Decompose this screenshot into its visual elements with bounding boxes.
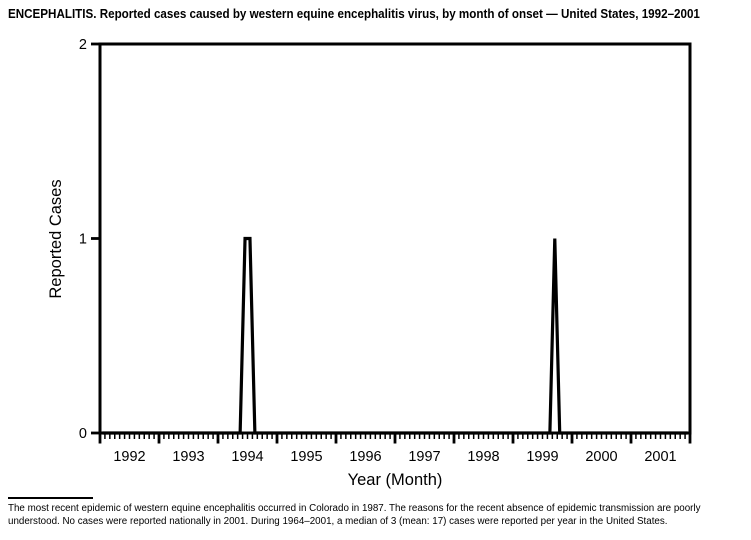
x-axis-year-label: 1999 [526, 449, 558, 465]
y-axis-ticks [91, 42, 100, 435]
x-axis-tick-labels: 1992 1993 1994 1995 1996 1997 1998 1999 2000 2001 [113, 449, 676, 465]
figure-footnote: The most recent epidemic of western equi… [8, 503, 701, 527]
x-axis-year-label: 1995 [290, 449, 322, 465]
x-axis-ticks [98, 434, 692, 444]
x-axis-title: Year (Month) [348, 471, 443, 489]
x-axis-year-label: 2001 [644, 449, 676, 465]
x-axis-year-label: 1994 [231, 449, 263, 465]
y-axis-tick-labels: 0 1 2 [79, 37, 87, 442]
y-axis-tick-label: 1 [79, 232, 87, 248]
y-axis-tick-label: 2 [79, 37, 87, 53]
x-axis-year-label: 2000 [585, 449, 617, 465]
cases-line-series [102, 236, 688, 435]
footnote-rule [8, 497, 93, 499]
figure-title: ENCEPHALITIS. Reported cases caused by w… [8, 7, 700, 21]
x-axis-year-label: 1998 [467, 449, 499, 465]
x-axis-year-label: 1993 [172, 449, 204, 465]
x-axis-year-label: 1992 [113, 449, 145, 465]
plot-area [98, 42, 692, 435]
y-axis-tick-label: 0 [79, 426, 87, 442]
x-axis-year-label: 1997 [408, 449, 440, 465]
reported-cases-polyline [102, 236, 688, 435]
y-axis-title: Reported Cases [47, 179, 65, 298]
x-axis-year-label: 1996 [349, 449, 381, 465]
